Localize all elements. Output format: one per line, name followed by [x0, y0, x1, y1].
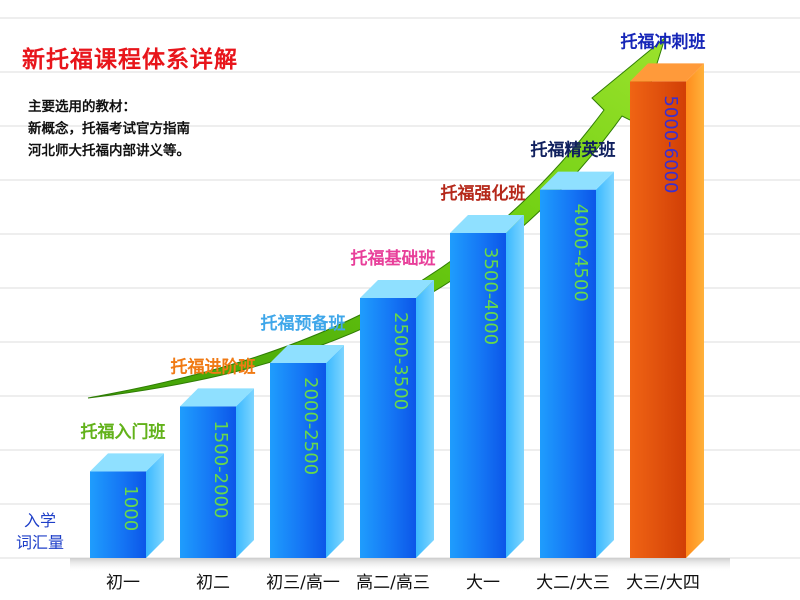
bar-front-3 — [360, 298, 416, 558]
grade-label-5: 大二/大三 — [536, 573, 610, 593]
bar-top-0 — [90, 453, 164, 472]
bar-side-0 — [146, 453, 164, 558]
bar-side-2 — [326, 345, 344, 558]
bar-4 — [450, 215, 524, 558]
course-label-6: 托福冲刺班 — [621, 31, 706, 52]
bar-top-6 — [630, 63, 704, 82]
bar-side-6 — [686, 63, 704, 558]
bar-value-label-3: 2500-3500 — [390, 312, 411, 410]
y-axis-label-line-1: 入学 — [23, 511, 56, 530]
bar-top-3 — [360, 280, 434, 298]
bar-top-2 — [270, 345, 344, 363]
course-label-1: 托福进阶班 — [171, 356, 256, 377]
bar-6 — [630, 63, 704, 558]
bar-side-4 — [506, 215, 524, 558]
bar-top-4 — [450, 215, 524, 233]
bar-2 — [270, 345, 344, 558]
materials-line-3: 河北师大托福内部讲义等。 — [28, 143, 190, 159]
bar-0 — [90, 453, 164, 558]
bar-value-label-4: 3500-4000 — [480, 247, 501, 345]
grade-label-2: 初三/高一 — [266, 573, 340, 593]
course-label-2: 托福预备班 — [261, 313, 346, 334]
materials-note: 主要选用的教材： 新概念，托福考试官方指南 河北师大托福内部讲义等。 — [28, 96, 190, 162]
course-label-4: 托福强化班 — [441, 183, 526, 204]
bar-value-label-0: 1000 — [120, 485, 141, 531]
bar-value-label-2: 2000-2500 — [300, 377, 321, 475]
bar-front-6 — [630, 81, 686, 558]
course-label-3: 托福基础班 — [351, 248, 436, 269]
bar-front-2 — [270, 363, 326, 558]
bar-front-0 — [90, 471, 146, 558]
y-axis-label: 入学 词汇量 — [8, 510, 72, 554]
bars — [90, 63, 704, 558]
bar-side-5 — [596, 171, 614, 558]
page-title: 新托福课程体系详解 — [22, 47, 238, 73]
materials-line-2: 新概念，托福考试官方指南 — [28, 121, 190, 137]
grade-label-4: 大一 — [466, 573, 500, 593]
floor-band — [70, 558, 730, 572]
bar-front-1 — [180, 406, 236, 558]
materials-line-1: 主要选用的教材： — [28, 99, 136, 115]
bar-top-5 — [540, 171, 614, 190]
bar-value-label-1: 1500-2000 — [210, 420, 231, 518]
course-label-5: 托福精英班 — [531, 140, 616, 161]
course-label-0: 托福入门班 — [81, 421, 166, 442]
y-axis-label-line-2: 词汇量 — [15, 533, 64, 552]
bar-5 — [540, 171, 614, 558]
bar-side-3 — [416, 280, 434, 558]
grade-label-6: 大三/大四 — [626, 573, 700, 593]
bar-front-4 — [450, 233, 506, 558]
grade-label-0: 初一 — [106, 573, 140, 593]
bar-front-5 — [540, 189, 596, 558]
bar-3 — [360, 280, 434, 558]
grade-label-1: 初二 — [196, 573, 230, 593]
floor-shadow — [70, 558, 730, 572]
bar-value-label-5: 4000-4500 — [570, 204, 591, 302]
bar-value-label-6: 5000-6000 — [660, 95, 681, 193]
grade-label-3: 高二/高三 — [356, 573, 430, 593]
bar-top-1 — [180, 388, 254, 407]
bar-1 — [180, 388, 254, 558]
bar-side-1 — [236, 388, 254, 558]
